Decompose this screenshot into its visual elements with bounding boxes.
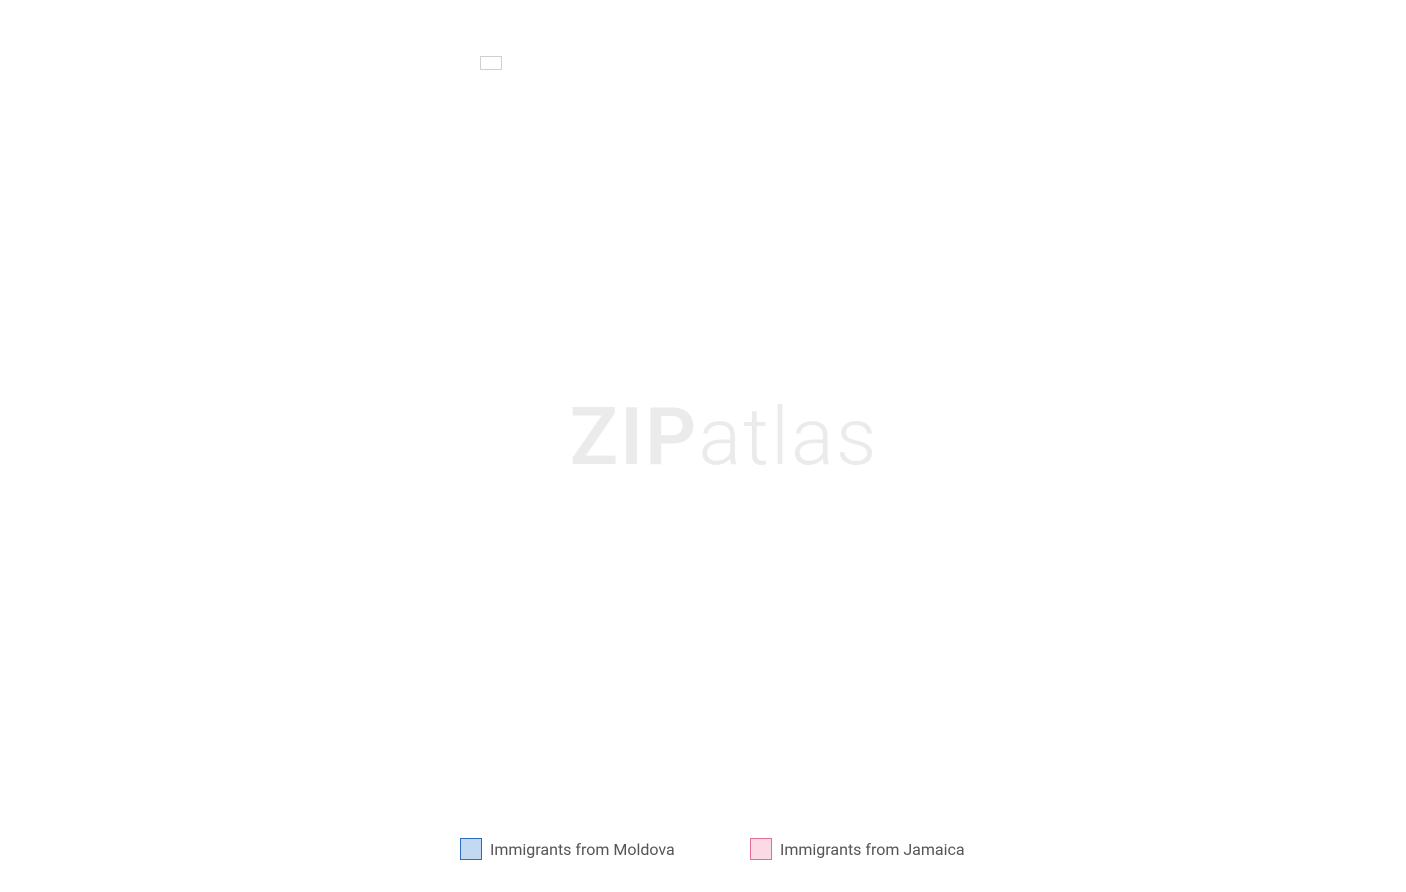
legend-label: Immigrants from Jamaica <box>780 840 965 859</box>
scatter-plot: ZIPatlas <box>54 48 1394 826</box>
series-legend-jamaica: Immigrants from Jamaica <box>750 838 965 860</box>
legend-swatch <box>750 838 772 860</box>
correlation-legend <box>480 56 502 70</box>
legend-label: Immigrants from Moldova <box>490 840 675 859</box>
legend-swatch <box>460 838 482 860</box>
series-legend-moldova: Immigrants from Moldova <box>460 838 675 860</box>
